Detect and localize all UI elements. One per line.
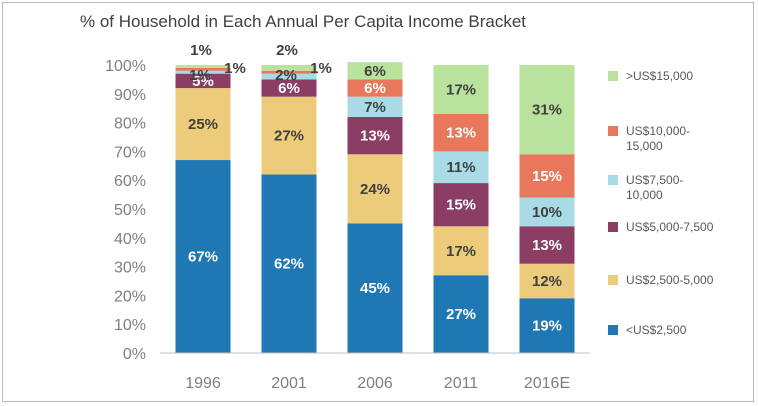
legend-label: US$10,000-15,000 [626, 124, 690, 153]
bars [175, 62, 575, 353]
legend: >US$15,000 US$10,000-15,000 US$7,500-10,00… [608, 69, 714, 337]
legend-label: US$5,000-7,500 [626, 220, 714, 234]
data-label: 17% [446, 81, 476, 98]
data-label: 1% [310, 60, 332, 77]
bar-segment [175, 67, 231, 71]
legend-label: >US$15,000 [626, 69, 693, 83]
bar-segment [261, 70, 317, 74]
x-tick-label: 2016E [524, 375, 570, 392]
data-label: 6% [364, 80, 386, 97]
bar-segment [175, 65, 231, 68]
bar-segment [347, 62, 403, 80]
data-label: 11% [446, 159, 475, 176]
bar-segment [261, 79, 317, 97]
segment-labels: 67%25%5%1% 1%1%62%27%6%2% 1%2%45%24%13%7%6… [188, 42, 562, 335]
y-tick-label: 0% [123, 346, 146, 363]
bar-segment [433, 226, 489, 276]
x-tick-label: 2011 [444, 375, 479, 392]
bar-segment [175, 160, 231, 353]
data-label: 19% [532, 318, 562, 335]
legend-swatch [608, 275, 618, 285]
data-label: 6% [364, 63, 386, 80]
bar-segment [433, 183, 489, 227]
legend-label: US$7,500-10,000 [626, 173, 683, 202]
y-tick-label: 20% [114, 288, 146, 305]
bar-segment [433, 65, 489, 114]
data-label: 13% [532, 237, 562, 254]
data-label: 67% [188, 249, 218, 266]
x-axis: 1996 2001 2006 2011 2016E [160, 352, 590, 392]
bar-segment [347, 116, 403, 155]
bar-segment [433, 151, 489, 184]
legend-swatch [608, 126, 618, 136]
bar-segment [261, 65, 317, 71]
bar-segment [519, 298, 575, 353]
data-label: 27% [446, 306, 476, 323]
y-tick-label: 50% [114, 202, 146, 219]
bar-segment [519, 154, 575, 198]
y-axis: 0% 10% 20% 30% 40% 50% 60% 70% 80% 90% 100% [105, 58, 146, 363]
x-tick-label: 1996 [185, 375, 221, 392]
data-label: 12% [532, 273, 562, 290]
legend-swatch [608, 325, 618, 335]
y-tick-label: 60% [114, 173, 146, 190]
y-tick-label: 100% [105, 58, 146, 75]
bar-segment [261, 73, 317, 80]
bar-segment [519, 65, 575, 155]
bar-segment [175, 73, 231, 89]
data-label: 1% [190, 42, 212, 59]
bar-segment [347, 223, 403, 353]
y-tick-label: 10% [114, 317, 146, 334]
data-label: 31% [532, 102, 562, 119]
data-label: 15% [532, 168, 562, 185]
y-tick-label: 70% [114, 144, 146, 161]
chart-title: % of Household in Each Annual Per Capita… [80, 12, 527, 31]
y-tick-label: 40% [114, 231, 146, 248]
bar-segment [175, 70, 231, 74]
bar-segment [519, 226, 575, 264]
data-label: 62% [274, 256, 304, 273]
data-label: 15% [446, 197, 476, 214]
x-tick-label: 2006 [357, 375, 393, 392]
legend-swatch [608, 71, 618, 81]
data-label: 2% [275, 67, 297, 84]
bar-segment [347, 154, 403, 224]
data-label: 5% [192, 73, 214, 90]
data-label: 2% [276, 42, 298, 59]
data-label: 6% [278, 80, 300, 97]
data-label: 13% [360, 128, 390, 145]
data-label: 1% [189, 67, 211, 84]
bar-segment [433, 275, 489, 353]
y-tick-label: 30% [114, 260, 146, 277]
legend-swatch [608, 175, 618, 185]
bar-segment [519, 263, 575, 299]
y-tick-label: 80% [114, 116, 146, 133]
data-label: 45% [360, 280, 390, 297]
data-label: 25% [188, 116, 218, 133]
bar-segment [175, 88, 231, 161]
bar-segment [261, 174, 317, 353]
y-tick-label: 90% [114, 87, 146, 104]
data-label: 24% [360, 181, 390, 198]
bar-segment [261, 96, 317, 175]
data-label: 7% [364, 99, 386, 116]
bar-segment [519, 197, 575, 227]
data-label: 27% [274, 128, 304, 145]
x-tick-label: 2001 [271, 375, 307, 392]
legend-label: <US$2,500 [626, 323, 687, 337]
bar-segment [347, 96, 403, 117]
data-label: 13% [446, 125, 476, 142]
legend-swatch [608, 222, 618, 232]
data-label: 1% [224, 60, 246, 77]
data-label: 10% [532, 204, 562, 221]
bar-segment [347, 79, 403, 97]
data-label: 17% [446, 243, 476, 260]
legend-label: US$2,500-5,000 [626, 273, 714, 287]
bar-segment [433, 113, 489, 152]
